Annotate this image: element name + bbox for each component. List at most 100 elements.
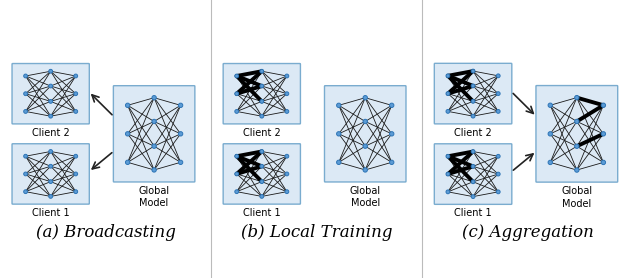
- Circle shape: [23, 92, 27, 96]
- Text: Client 2: Client 2: [32, 128, 70, 138]
- Circle shape: [260, 195, 264, 198]
- Text: (b) Local Training: (b) Local Training: [241, 224, 392, 241]
- Text: Client 1: Client 1: [32, 208, 70, 218]
- Circle shape: [471, 195, 475, 198]
- Circle shape: [389, 103, 394, 108]
- Text: Global
Model: Global Model: [139, 186, 170, 208]
- Circle shape: [363, 96, 368, 100]
- Circle shape: [235, 172, 238, 176]
- Circle shape: [235, 92, 238, 96]
- Circle shape: [152, 168, 157, 172]
- Circle shape: [471, 165, 475, 168]
- Circle shape: [285, 110, 288, 113]
- Circle shape: [471, 69, 475, 73]
- Circle shape: [471, 150, 475, 153]
- Circle shape: [337, 160, 341, 165]
- Circle shape: [389, 160, 394, 165]
- Circle shape: [74, 154, 77, 158]
- Circle shape: [260, 69, 264, 73]
- FancyBboxPatch shape: [12, 144, 89, 204]
- Text: Client 2: Client 2: [243, 128, 281, 138]
- Circle shape: [496, 74, 500, 78]
- Text: (c) Aggregation: (c) Aggregation: [462, 224, 594, 241]
- FancyBboxPatch shape: [325, 86, 406, 182]
- Circle shape: [74, 110, 77, 113]
- Circle shape: [363, 144, 368, 148]
- Circle shape: [152, 119, 157, 124]
- Circle shape: [152, 96, 157, 100]
- Circle shape: [23, 74, 27, 78]
- Circle shape: [574, 95, 579, 100]
- Circle shape: [446, 154, 450, 158]
- Circle shape: [23, 154, 27, 158]
- Circle shape: [337, 132, 341, 136]
- Circle shape: [49, 150, 53, 153]
- Circle shape: [548, 103, 552, 107]
- Circle shape: [471, 180, 475, 184]
- Circle shape: [235, 154, 238, 158]
- Text: Client 1: Client 1: [454, 208, 492, 219]
- FancyBboxPatch shape: [536, 86, 618, 182]
- Circle shape: [260, 180, 264, 183]
- Circle shape: [285, 154, 288, 158]
- Circle shape: [49, 180, 53, 183]
- Circle shape: [260, 150, 264, 153]
- FancyBboxPatch shape: [434, 63, 512, 124]
- Circle shape: [178, 132, 183, 136]
- FancyBboxPatch shape: [223, 64, 301, 124]
- Circle shape: [260, 100, 264, 103]
- Circle shape: [285, 92, 288, 96]
- Circle shape: [446, 190, 450, 194]
- Circle shape: [260, 114, 264, 118]
- FancyBboxPatch shape: [113, 86, 195, 182]
- Circle shape: [178, 103, 183, 108]
- Circle shape: [49, 195, 53, 198]
- Circle shape: [548, 132, 552, 136]
- Text: Client 1: Client 1: [243, 208, 281, 218]
- Circle shape: [601, 132, 605, 136]
- Circle shape: [446, 74, 450, 78]
- Circle shape: [574, 144, 579, 148]
- Circle shape: [74, 92, 77, 96]
- Circle shape: [260, 164, 264, 168]
- Circle shape: [126, 132, 130, 136]
- Circle shape: [601, 160, 605, 165]
- Circle shape: [446, 172, 450, 176]
- Circle shape: [49, 114, 53, 118]
- Circle shape: [471, 84, 475, 88]
- Circle shape: [23, 172, 27, 176]
- Circle shape: [235, 74, 238, 78]
- Circle shape: [574, 168, 579, 172]
- Circle shape: [446, 92, 450, 96]
- Circle shape: [23, 110, 27, 113]
- Circle shape: [496, 110, 500, 113]
- FancyBboxPatch shape: [223, 144, 301, 204]
- Circle shape: [496, 92, 500, 96]
- Circle shape: [285, 190, 288, 193]
- Circle shape: [126, 160, 130, 165]
- Circle shape: [49, 164, 53, 168]
- FancyBboxPatch shape: [434, 144, 512, 204]
- Circle shape: [152, 144, 157, 148]
- Circle shape: [389, 132, 394, 136]
- Circle shape: [285, 172, 288, 176]
- Text: (a) Broadcasting: (a) Broadcasting: [36, 224, 176, 241]
- Circle shape: [601, 103, 605, 107]
- Text: Global
Model: Global Model: [350, 186, 381, 208]
- Circle shape: [235, 190, 238, 193]
- Circle shape: [74, 190, 77, 193]
- Circle shape: [496, 190, 500, 194]
- Circle shape: [74, 172, 77, 176]
- Circle shape: [49, 84, 53, 88]
- Circle shape: [260, 84, 264, 88]
- Text: Global
Model: Global Model: [561, 186, 592, 208]
- Text: Client 2: Client 2: [454, 128, 492, 138]
- Circle shape: [471, 100, 475, 103]
- Circle shape: [235, 110, 238, 113]
- FancyBboxPatch shape: [12, 64, 89, 124]
- Circle shape: [285, 74, 288, 78]
- Circle shape: [574, 119, 579, 124]
- Circle shape: [126, 103, 130, 108]
- Circle shape: [23, 190, 27, 193]
- Circle shape: [74, 74, 77, 78]
